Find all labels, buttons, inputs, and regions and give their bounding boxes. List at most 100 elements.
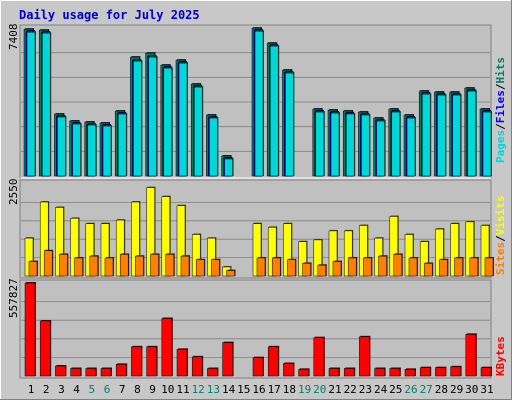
legend-sites: Sites [494,242,507,275]
x-tick-label-31: 31 [480,383,493,396]
bar-kbytes-day-22 [343,367,356,377]
legend-hits: Hits [494,57,507,84]
bar-sites-day-24 [378,255,388,277]
x-tick-label-14: 14 [222,383,236,396]
bar-sites-day-18 [287,258,297,277]
bar-kbytes-day-24 [374,367,386,377]
chart-title: Daily usage for July 2025 [19,8,200,22]
x-tick-label-5: 5 [88,383,95,396]
bar-kbytes-day-29 [450,365,462,377]
bar-sites-day-20 [317,264,327,277]
x-tick-label-25: 25 [389,383,402,396]
bar-pages-day-12 [193,86,204,177]
bar-kbytes-day-5 [85,367,97,377]
legend-visits: Visits [494,196,507,236]
x-tick-label-3: 3 [58,383,65,396]
x-tick-label-7: 7 [119,383,126,396]
bar-pages-day-20 [315,111,325,177]
bar-sites-day-23 [363,256,373,277]
x-tick-label-29: 29 [450,383,463,396]
bar-sites-day-2 [43,249,54,277]
bar-pages-day-11 [178,62,188,177]
bar-sites-day-9 [150,253,160,277]
x-tick-label-15: 15 [237,383,250,396]
x-tick-label-9: 9 [149,383,156,396]
x-tick-label-8: 8 [134,383,141,396]
bar-kbytes-day-11 [176,348,188,377]
bar-kbytes-day-27 [419,366,432,377]
bar-pages-day-25 [391,111,401,177]
bar-pages-day-2 [41,32,52,177]
x-tick-label-1: 1 [28,383,35,396]
x-tick-label-11: 11 [176,383,189,396]
bar-sites-day-29 [454,256,464,277]
bar-sites-day-6 [104,256,114,277]
bar-kbytes-day-1 [24,282,36,377]
bar-pages-day-31 [482,111,492,177]
bar-sites-day-10 [165,253,175,277]
bar-kbytes-day-6 [100,367,112,377]
y-max-label-kbytes: 557827 [7,278,20,318]
x-tick-label-28: 28 [435,383,448,396]
bar-sites-day-19 [302,262,312,277]
bar-pages-day-5 [87,124,97,177]
bar-sites-day-4 [74,256,84,277]
bar-sites-day-7 [119,253,130,277]
legend-kbytes: KBytes [494,336,507,376]
x-tick-label-17: 17 [268,383,281,396]
bar-kbytes-day-17 [267,345,280,377]
bars [23,27,494,377]
bar-sites-day-21 [332,260,342,277]
svg-text:Sites/Visits: Sites/Visits [494,196,507,276]
bar-pages-day-10 [163,67,173,177]
bar-sites-day-12 [195,258,206,277]
bar-sites-day-3 [59,253,69,277]
bar-pages-day-8 [133,60,143,177]
x-tick-label-19: 19 [298,383,311,396]
bar-kbytes-day-26 [404,368,416,377]
bar-kbytes-day-7 [115,363,128,377]
bar-sites-day-11 [180,255,190,277]
bar-kbytes-day-16 [252,356,264,377]
x-tick-label-24: 24 [374,383,388,396]
bar-sites-day-1 [28,260,38,277]
bar-sites-day-16 [256,256,266,277]
x-tick-label-10: 10 [161,383,174,396]
bar-kbytes-day-23 [359,335,371,377]
bar-sites-day-22 [347,256,358,277]
bar-kbytes-day-8 [131,345,143,377]
bar-kbytes-day-2 [39,319,52,377]
bar-kbytes-day-31 [480,366,492,377]
bar-kbytes-day-20 [313,336,325,377]
x-tick-label-12: 12 [192,383,205,396]
bar-pages-day-18 [285,72,295,177]
bar-pages-day-27 [421,93,432,177]
y-max-label-hits: 7408 [7,24,20,51]
bar-sites-day-27 [423,262,434,277]
bar-sites-day-31 [484,256,494,277]
bar-pages-day-16 [254,30,264,177]
bar-sites-day-26 [408,256,418,277]
bar-kbytes-day-4 [70,367,82,377]
bar-kbytes-day-14 [222,341,234,377]
bar-sites-day-14 [226,269,236,277]
bar-sites-day-5 [89,255,99,277]
tick-labels: 1 2 3 4 5 6 7 8 9 10 11 12 13 14 15 16 17 18 19 20 21 22 23 24 2… [28,383,494,396]
x-tick-label-18: 18 [283,383,296,396]
bar-kbytes-day-13 [207,367,219,377]
bar-pages-day-23 [361,114,371,177]
bar-pages-day-1 [26,31,36,177]
bar-pages-day-13 [209,117,219,177]
bar-pages-day-9 [148,56,158,177]
bar-sites-day-13 [211,258,221,277]
bar-sites-day-28 [439,258,449,277]
x-tick-label-20: 20 [313,383,326,396]
y-max-label-visits: 2550 [7,179,20,206]
x-tick-label-22: 22 [344,383,357,396]
bar-kbytes-day-12 [191,355,204,377]
x-tick-label-30: 30 [465,383,478,396]
x-tick-label-16: 16 [252,383,265,396]
x-tick-label-23: 23 [359,383,372,396]
bar-pages-day-28 [437,94,447,177]
bar-kbytes-day-25 [389,367,401,377]
